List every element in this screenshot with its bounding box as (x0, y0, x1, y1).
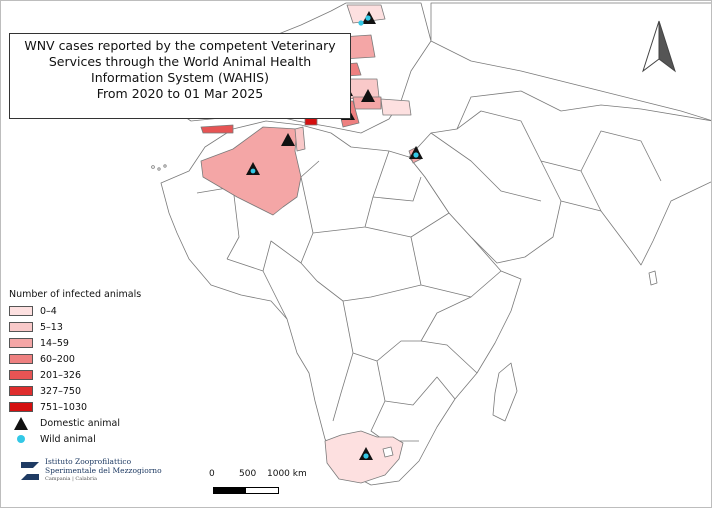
domestic-marker-tunisia (281, 133, 295, 146)
country-lesotho (382, 446, 394, 458)
legend-row: 0–4 (9, 303, 179, 319)
country-morocco-shore (200, 124, 234, 134)
logo-line-2: Sperimentale del Mezzogiorno (45, 466, 162, 475)
legend-row: 60–200 (9, 351, 179, 367)
legend-row: 327–750 (9, 383, 179, 399)
domestic-marker-north (362, 11, 376, 24)
legend-row: 201–326 (9, 367, 179, 383)
legend-label: 14–59 (40, 337, 69, 349)
legend-row: 5–13 (9, 319, 179, 335)
legend-label: 5–13 (40, 321, 63, 333)
legend-swatch (9, 386, 33, 396)
domestic-marker-south-africa (359, 447, 373, 460)
iz-logo-icon (21, 461, 39, 480)
legend-swatch (9, 338, 33, 348)
title-line-3: Information System (WAHIS) (91, 70, 269, 85)
legend-label: 327–750 (40, 385, 82, 397)
legend-row-domestic: Domestic animal (9, 415, 179, 431)
africa-landmass (160, 120, 522, 486)
map-title-box: WNV cases reported by the competent Vete… (9, 33, 351, 119)
legend-label: 751–1030 (40, 401, 88, 413)
logo-line-1: Istituto Zooprofilattico (45, 457, 132, 466)
madagascar (492, 362, 518, 422)
legend-swatch (9, 402, 33, 412)
legend-label: 0–4 (40, 305, 57, 317)
middle-east-landmass (408, 110, 562, 264)
triangle-icon (9, 416, 33, 430)
legend-swatch (9, 306, 33, 316)
asia-landmass (430, 2, 711, 266)
legend-swatch (9, 322, 33, 332)
country-baltic-north (346, 4, 386, 24)
legend-title: Number of infected animals (9, 289, 142, 300)
circle-icon (9, 434, 33, 444)
title-line-2: Services through the World Animal Health (48, 54, 312, 69)
legend-swatch (9, 354, 33, 364)
legend-swatch (9, 370, 33, 380)
legend-row: 751–1030 (9, 399, 179, 415)
scale-bar-graphic (213, 487, 279, 494)
scale-bar: 0 500 1000 km (209, 469, 349, 494)
title-line-4: From 2020 to 01 Mar 2025 (96, 86, 264, 101)
scale-label-500: 500 (239, 469, 257, 479)
domestic-marker-romania (361, 89, 375, 102)
domestic-marker-israel (409, 146, 423, 159)
legend-domestic-label: Domestic animal (40, 417, 120, 429)
institute-logo: Istituto Zooprofilattico Sperimentale de… (19, 457, 162, 484)
legend-row: 14–59 (9, 335, 179, 351)
legend: Number of infected animals 0–4 5–13 14–5… (9, 289, 179, 447)
legend-wild-label: Wild animal (40, 433, 96, 445)
logo-line-3: Campania | Calabria (45, 476, 97, 482)
legend-label: 60–200 (40, 353, 75, 365)
country-tunisia (294, 126, 306, 152)
legend-row-wild: Wild animal (9, 431, 179, 447)
country-turkey-west (380, 98, 412, 116)
domestic-marker-algeria (246, 162, 260, 175)
scale-label-0: 0 (209, 469, 215, 479)
legend-label: 201–326 (40, 369, 82, 381)
scale-label-1000: 1000 km (267, 469, 307, 479)
title-line-1: WNV cases reported by the competent Vete… (24, 38, 336, 53)
north-arrow-icon (642, 20, 676, 73)
